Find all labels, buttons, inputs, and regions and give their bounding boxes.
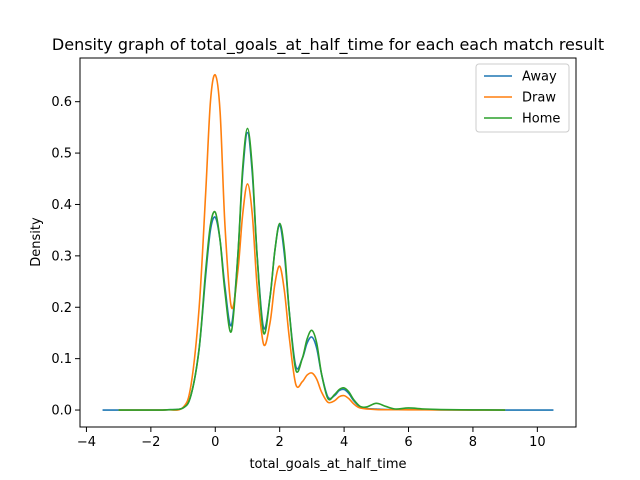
x-tick-label: −2: [141, 435, 160, 450]
y-tick-label: 0.1: [51, 352, 72, 367]
y-tick-label: 0.0: [51, 404, 72, 419]
series-line-draw: [118, 74, 506, 411]
legend-box: [475, 63, 570, 133]
y-tick-label: 0.2: [51, 301, 72, 316]
x-axis: −4 −2 0 2 4 6 8 10: [77, 427, 546, 450]
y-tick-label: 0.3: [51, 249, 72, 264]
y-tick-label: 0.5: [51, 147, 72, 162]
chart-title: Density graph of total_goals_at_half_tim…: [52, 35, 604, 55]
x-tick-label: 6: [404, 435, 412, 450]
legend-label-away: Away: [522, 70, 557, 85]
legend-label-home: Home: [522, 112, 560, 127]
legend-label-draw: Draw: [522, 91, 556, 106]
x-tick-label: 2: [276, 435, 284, 450]
x-tick-label: 4: [340, 435, 348, 450]
plot-lines: [102, 74, 554, 411]
plot-area-frame: [79, 57, 577, 428]
x-tick-label: 0: [211, 435, 219, 450]
x-tick-label: 8: [469, 435, 477, 450]
y-tick-label: 0.4: [51, 198, 72, 213]
y-axis-label: Density: [29, 217, 44, 267]
series-line-home: [118, 127, 506, 411]
y-axis: 0.0 0.1 0.2 0.3 0.4 0.5 0.6: [51, 95, 80, 419]
legend: Away Draw Home: [475, 63, 570, 133]
x-tick-label: −4: [77, 435, 96, 450]
x-tick-label: 10: [529, 435, 546, 450]
y-tick-label: 0.6: [51, 95, 72, 110]
x-axis-label: total_goals_at_half_time: [249, 457, 406, 472]
